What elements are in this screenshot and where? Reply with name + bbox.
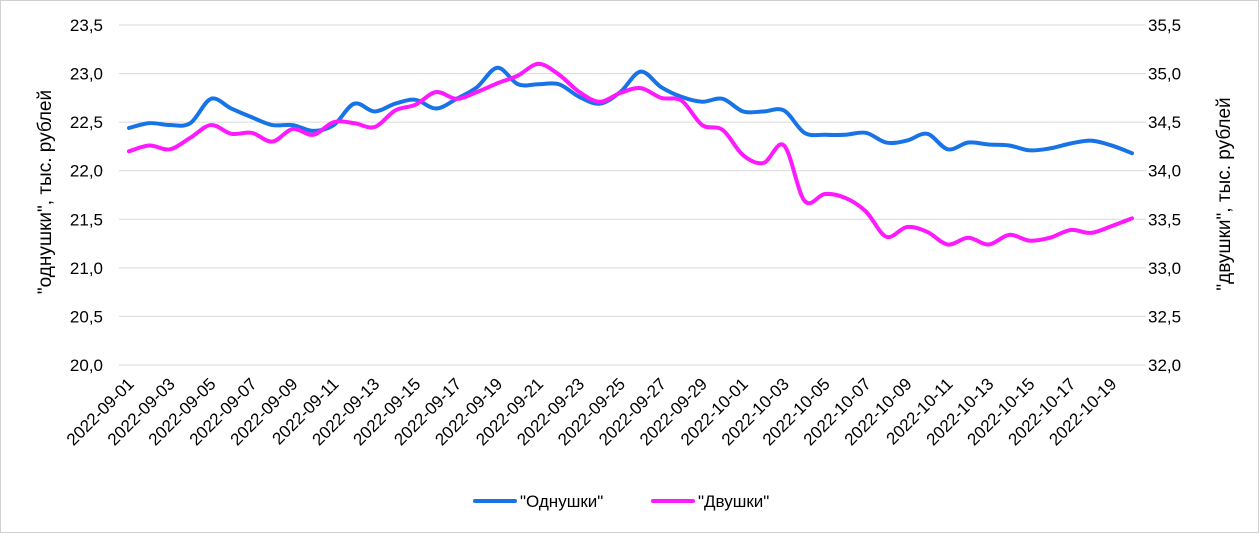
legend: "Однушки" "Двушки" (473, 492, 769, 511)
left-y-tick-label: 22,0 (70, 162, 103, 181)
series-line-dvushki (127, 61, 1134, 247)
series-lines (127, 61, 1134, 247)
gridlines (119, 24, 1146, 366)
left-y-tick-label: 20,0 (70, 356, 103, 375)
left-axis-title: "однушки", тыс. рублей (35, 90, 56, 294)
right-axis-title: "двушки", тыс. рублей (1214, 97, 1235, 290)
left-y-tick-label: 20,5 (70, 307, 103, 326)
right-y-axis: 32,0 32,5 33,0 33,5 34,0 34,5 35,0 35,5 (1148, 16, 1181, 375)
right-y-tick-label: 34,5 (1148, 113, 1181, 132)
right-y-tick-label: 35,0 (1148, 65, 1181, 84)
legend-label: "Однушки" (520, 492, 603, 511)
left-y-tick-label: 21,0 (70, 259, 103, 278)
legend-label: "Двушки" (698, 492, 769, 511)
left-y-tick-label: 22,5 (70, 113, 103, 132)
left-y-tick-label: 23,0 (70, 65, 103, 84)
right-y-tick-label: 33,5 (1148, 210, 1181, 229)
right-y-tick-label: 33,0 (1148, 259, 1181, 278)
right-y-tick-label: 35,5 (1148, 16, 1181, 35)
right-y-tick-label: 34,0 (1148, 162, 1181, 181)
right-y-tick-label: 32,5 (1148, 307, 1181, 326)
left-y-tick-label: 21,5 (70, 210, 103, 229)
series-line-odnushki (127, 65, 1134, 156)
right-y-tick-label: 32,0 (1148, 356, 1181, 375)
left-y-tick-label: 23,5 (70, 16, 103, 35)
x-axis: 2022-09-012022-09-032022-09-052022-09-07… (63, 374, 1120, 449)
left-y-axis: 20,0 20,5 21,0 21,5 22,0 22,5 23,0 23,5 (70, 16, 103, 375)
